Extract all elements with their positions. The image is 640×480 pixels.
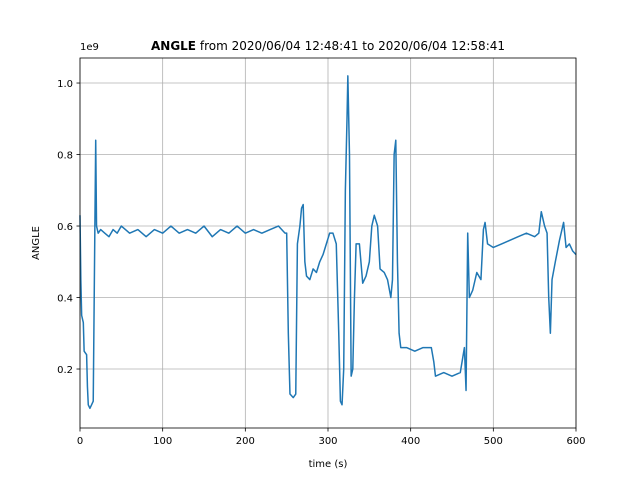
y-axis-label: ANGLE	[31, 226, 42, 260]
x-axis-label: time (s)	[309, 459, 348, 470]
title-rest: from 2020/06/04 12:48:41 to 2020/06/04 1…	[200, 39, 505, 53]
x-tick-label: 400	[401, 436, 420, 447]
y-tick-label: 1.0	[57, 79, 73, 90]
x-tick-label: 300	[318, 436, 337, 447]
offset-text: 1e9	[80, 42, 99, 53]
chart-title: ANGLE from 2020/06/04 12:48:41 to 2020/0…	[151, 39, 505, 53]
x-tick-label: 500	[484, 436, 503, 447]
y-tick-label: 0.6	[57, 222, 73, 233]
y-tick-label: 0.2	[57, 365, 73, 376]
x-tick-label: 600	[566, 436, 585, 447]
data-line	[79, 75, 577, 410]
x-tick-label: 0	[77, 436, 83, 447]
y-tick-label: 0.4	[57, 294, 73, 305]
axes-frame	[79, 57, 577, 429]
title-bold: ANGLE	[151, 39, 196, 53]
x-tick-label: 100	[153, 436, 172, 447]
y-tick-label: 0.8	[57, 151, 73, 162]
x-tick-label: 200	[236, 436, 255, 447]
